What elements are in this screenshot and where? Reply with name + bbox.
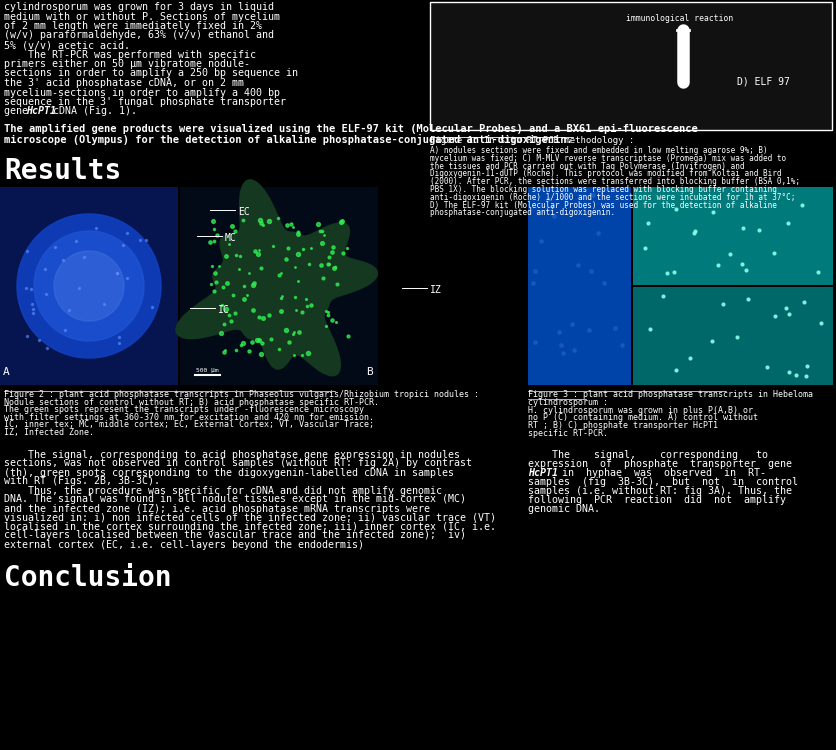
Bar — [180, 187, 378, 385]
Text: immunological reaction: immunological reaction — [625, 14, 733, 23]
Text: and the infected zone (IZ); i.e. acid phosphatase mRNA transcripts were: and the infected zone (IZ); i.e. acid ph… — [4, 503, 430, 514]
Text: with RT (Figs. 2B, 3B-3C).: with RT (Figs. 2B, 3B-3C). — [4, 476, 160, 487]
Text: medium with or without P. Sections of mycelium: medium with or without P. Sections of my… — [4, 11, 280, 22]
Bar — [633, 287, 833, 385]
Text: visualized in: i) non infected cells of the infected zone; ii) vascular trace (V: visualized in: i) non infected cells of … — [4, 512, 496, 523]
Text: sections, was not observed in control samples (without RT: fig 2A) by contrast: sections, was not observed in control sa… — [4, 458, 472, 469]
Bar — [0, 187, 178, 385]
Polygon shape — [176, 180, 377, 376]
Text: IC, inner tex; MC, middle cortex; EC, External Cortex; VT, Vascular Trace;: IC, inner tex; MC, middle cortex; EC, Ex… — [4, 421, 374, 430]
Text: The    signal,    corresponding   to: The signal, corresponding to — [528, 450, 768, 460]
Text: mycelium was fixed; C) M-MLV reverse transcriptase (Promega) mix was added to: mycelium was fixed; C) M-MLV reverse tra… — [430, 154, 786, 163]
Text: 500 μm: 500 μm — [196, 368, 218, 373]
Text: IC: IC — [218, 305, 230, 315]
Text: Figure 1: In situ RT-PCR methodology :: Figure 1: In situ RT-PCR methodology : — [430, 136, 635, 145]
Text: 5% (v/v) acetic acid.: 5% (v/v) acetic acid. — [4, 40, 130, 50]
Text: Results: Results — [4, 157, 121, 185]
Text: gene: gene — [4, 106, 34, 116]
Polygon shape — [54, 251, 124, 321]
Text: MC: MC — [225, 233, 237, 243]
Bar — [528, 187, 631, 385]
Text: A) nodules sections were fixed and embedded in low melting agarose 9%; B): A) nodules sections were fixed and embed… — [430, 146, 767, 155]
Text: B: B — [366, 367, 373, 377]
Text: HcPT1: HcPT1 — [528, 468, 558, 478]
Text: with filter settings at 360-370 nm for excitation and 420 nm for emission.: with filter settings at 360-370 nm for e… — [4, 413, 374, 422]
Text: Figure 2 : plant acid phosphatase transcripts in Phaseolus vulgaris/Rhizobium tr: Figure 2 : plant acid phosphatase transc… — [4, 390, 479, 399]
Text: microscope (Olympus) for the detection of alkaline phosphatase-conjugated anti-d: microscope (Olympus) for the detection o… — [4, 134, 573, 145]
Text: D) ELF 97: D) ELF 97 — [737, 77, 790, 87]
Polygon shape — [34, 231, 144, 341]
Text: anti-digoxigenin (Roche) 1/1000 and the sections were incubated for 1h at 37°C;: anti-digoxigenin (Roche) 1/1000 and the … — [430, 193, 795, 202]
Text: cylindrosporum was grown for 3 days in liquid: cylindrosporum was grown for 3 days in l… — [4, 2, 274, 12]
Text: in  hyphae  was  observed  in  RT-: in hyphae was observed in RT- — [549, 468, 766, 478]
Text: The RT-PCR was performed with specific: The RT-PCR was performed with specific — [4, 50, 256, 59]
Text: (w/v) paraformaldehyde, 63% (v/v) ethanol and: (w/v) paraformaldehyde, 63% (v/v) ethano… — [4, 31, 274, 40]
Text: expression  of  phosphate  transporter  gene: expression of phosphate transporter gene — [528, 459, 792, 469]
Text: localised in the cortex surrounding the infected zone; iii) inner cortex (IC, i.: localised in the cortex surrounding the … — [4, 521, 496, 532]
Text: cDNA (Fig. 1).: cDNA (Fig. 1). — [48, 106, 137, 116]
Text: Digoxygenin-11-dUTP (Roche). This protocol was modified from Koltai and Bird: Digoxygenin-11-dUTP (Roche). This protoc… — [430, 170, 782, 178]
Text: The signal, corresponding to acid phosphatase gene expression in nodules: The signal, corresponding to acid phosph… — [4, 449, 460, 460]
Text: primers either on 50 µm vibratome nodule-: primers either on 50 µm vibratome nodule… — [4, 59, 250, 69]
Text: (th), green spots corresponding to the digoxygenin-labelled cDNA in samples: (th), green spots corresponding to the d… — [4, 467, 454, 478]
Text: no P (C) containing medium. A) control without: no P (C) containing medium. A) control w… — [528, 413, 758, 422]
Text: genomic DNA.: genomic DNA. — [528, 504, 600, 514]
Text: mycelium-sections in order to amplify a 400 bp: mycelium-sections in order to amplify a … — [4, 88, 280, 98]
Text: external cortex (EC, i.e. cell-layers beyond the endodermis): external cortex (EC, i.e. cell-layers be… — [4, 539, 364, 550]
Text: Nodule sections of control without RT; B) acid phosphatase specific RT-PCR.: Nodule sections of control without RT; B… — [4, 398, 379, 407]
Text: cylindrosporum :: cylindrosporum : — [528, 398, 608, 407]
Text: sequence in the 3' fungal phosphate transporter: sequence in the 3' fungal phosphate tran… — [4, 97, 286, 107]
Bar — [430, 2, 832, 130]
Text: specific RT-PCR.: specific RT-PCR. — [528, 428, 608, 437]
Text: the tissues and PCR carried out with Taq Polymerase (Invitrogen) and: the tissues and PCR carried out with Taq… — [430, 161, 745, 170]
Text: samples (i.e. without RT: fig 3A). Thus, the: samples (i.e. without RT: fig 3A). Thus,… — [528, 486, 792, 496]
Text: A: A — [3, 367, 10, 377]
Text: samples  (fig  3B-3C),  but  not  in  control: samples (fig 3B-3C), but not in control — [528, 477, 798, 487]
Text: The green spots represent the transcripts under -fluorescence microscopy: The green spots represent the transcript… — [4, 406, 364, 415]
Text: Conclusion: Conclusion — [4, 563, 171, 592]
Text: The amplified gene products were visualized using the ELF-97 kit (Molecular Prob: The amplified gene products were visuali… — [4, 124, 698, 134]
Bar — [633, 187, 833, 285]
Text: IZ, Infected Zone.: IZ, Infected Zone. — [4, 428, 94, 437]
Polygon shape — [17, 214, 161, 358]
Text: (2000). After PCR, the sections were transferred into blocking buffer (BSA 0,1%;: (2000). After PCR, the sections were tra… — [430, 177, 800, 186]
Text: Thus, the procedure was specific for cDNA and did not amplify genomic: Thus, the procedure was specific for cDN… — [4, 485, 442, 496]
Text: phosphatase-conjugated anti-digoxigenin.: phosphatase-conjugated anti-digoxigenin. — [430, 209, 615, 218]
Text: DNA. The signal was found in all nodule tissues except in the mid-cortex (MC): DNA. The signal was found in all nodule … — [4, 494, 466, 505]
Text: the 3' acid phosphatase cDNA, or on 2 mm: the 3' acid phosphatase cDNA, or on 2 mm — [4, 78, 244, 88]
Text: EC: EC — [238, 207, 250, 217]
Text: RT ; B) C) phosphate transporter HcPT1: RT ; B) C) phosphate transporter HcPT1 — [528, 421, 718, 430]
Text: H. cylindrosporum was grown in plus P(A,B) or: H. cylindrosporum was grown in plus P(A,… — [528, 406, 753, 415]
Text: D) The ELF-97 kit (Molecular Probes) was used for the detection of alkaline: D) The ELF-97 kit (Molecular Probes) was… — [430, 200, 777, 209]
Text: PBS 1X). The blocking solution was replaced with blocking buffer containing: PBS 1X). The blocking solution was repla… — [430, 185, 777, 194]
Text: following  PCR  reaction  did  not  amplify: following PCR reaction did not amplify — [528, 495, 786, 505]
Text: cell-layers localised between the vascular trace and the infected zone);  iv): cell-layers localised between the vascul… — [4, 530, 466, 541]
Text: Figure 3 : plant acid phosphatase transcripts in Hebeloma: Figure 3 : plant acid phosphatase transc… — [528, 390, 813, 399]
Text: sections in order to amplify a 250 bp sequence in: sections in order to amplify a 250 bp se… — [4, 68, 298, 79]
Text: of 2 mm length were immediately fixed in 2%: of 2 mm length were immediately fixed in… — [4, 21, 262, 31]
Text: IZ: IZ — [430, 285, 441, 295]
Text: HcPT1: HcPT1 — [26, 106, 56, 116]
